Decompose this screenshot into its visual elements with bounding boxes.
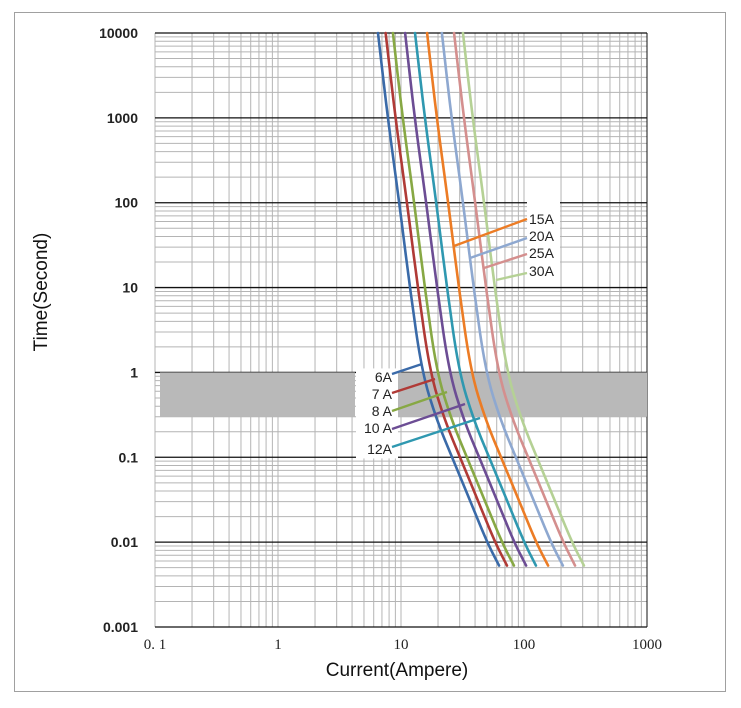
curve-6a — [376, 31, 501, 567]
curve-25a — [452, 31, 577, 567]
leader-line — [391, 390, 448, 413]
curve-12a — [413, 31, 538, 567]
x-tick-label: 100 — [513, 637, 536, 653]
y-tick-label: 1 — [130, 364, 138, 380]
y-tick-label: 0.1 — [119, 449, 139, 465]
series-label: 8 A — [372, 403, 393, 419]
grid — [154, 32, 648, 628]
curve-8a — [391, 31, 516, 567]
leader-line — [391, 402, 466, 431]
y-tick-label: 10000 — [99, 25, 138, 41]
curves — [376, 31, 586, 567]
y-tick-label: 100 — [115, 195, 139, 211]
x-tick-label: 10 — [394, 637, 409, 653]
tick-labels: 10000 1000 100 10 1 0.1 0.01 0.001 0. 1 1 10 100 100… — [99, 25, 662, 653]
y-axis-title: Time(Second) — [31, 233, 52, 352]
leader-line — [391, 416, 481, 449]
series-label: 10 A — [364, 420, 393, 436]
series-label: 25A — [529, 245, 555, 261]
shaded-band-left — [160, 372, 355, 417]
curve-20a — [440, 31, 565, 567]
curve-10a — [403, 31, 528, 567]
label-box-left — [356, 368, 398, 459]
leader-line — [391, 362, 423, 376]
x-tick-label: 0. 1 — [144, 637, 167, 653]
leader-line — [469, 236, 528, 260]
y-tick-label: 0.01 — [111, 534, 138, 550]
curve-7a — [384, 31, 509, 567]
label-box-right — [527, 200, 560, 286]
series-label: 20A — [529, 228, 555, 244]
series-label: 30A — [529, 263, 555, 279]
y-tick-label: 0.001 — [103, 619, 138, 635]
x-tick-label: 1000 — [632, 637, 662, 653]
shaded-band-right — [398, 372, 647, 417]
leader-line — [495, 271, 528, 282]
y-tick-label: 10 — [122, 280, 138, 296]
chart-frame — [14, 12, 726, 692]
curve-30a — [461, 31, 586, 567]
series-label: 7 A — [372, 386, 393, 402]
x-axis-title: Current(Ampere) — [326, 660, 469, 681]
y-tick-label: 1000 — [107, 110, 138, 126]
series-label: 15A — [529, 211, 555, 227]
leader-line — [391, 377, 436, 395]
curve-15a — [425, 31, 550, 567]
series-label: 6A — [375, 369, 393, 385]
series-label: 12A — [367, 441, 393, 457]
leader-line — [453, 217, 528, 248]
x-tick-label: 1 — [274, 637, 282, 653]
leader-line — [483, 252, 528, 270]
